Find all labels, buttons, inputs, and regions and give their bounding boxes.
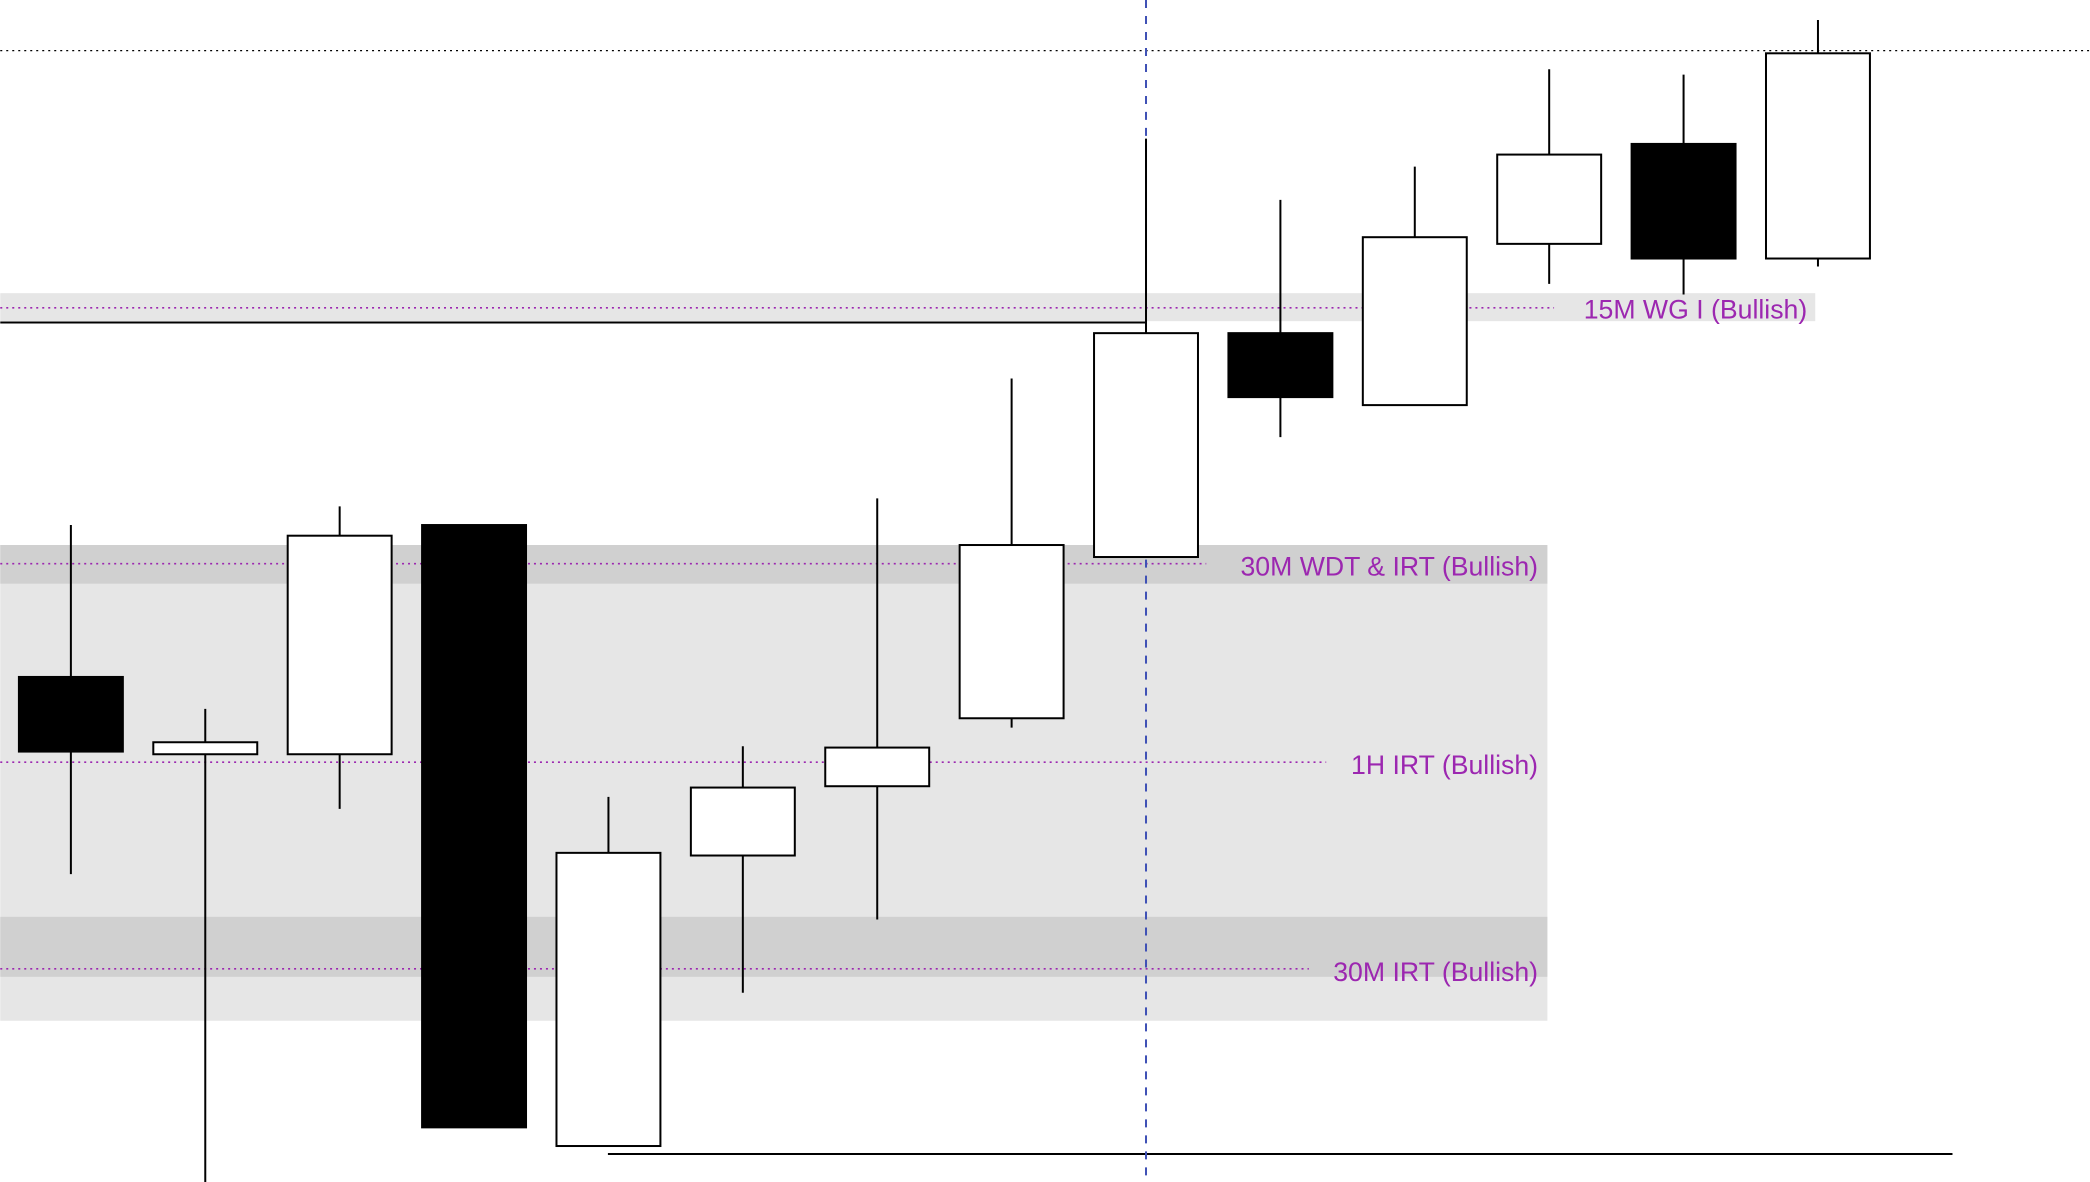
zone-label-1h-irt: 1H IRT (Bullish) (1351, 750, 1538, 780)
candle-body-bullish (1361, 236, 1468, 407)
zone-label-15m-wg: 15M WG I (Bullish) (1584, 294, 1808, 324)
candle-body-bullish (1496, 153, 1603, 245)
candle-body-bullish (286, 534, 393, 756)
candle-body-bullish (689, 786, 796, 857)
candle-body-bullish (555, 851, 662, 1148)
candle-body-bullish (1764, 52, 1871, 260)
candle-body-bearish (1630, 142, 1737, 260)
candle-body-bearish (17, 675, 124, 753)
candle-body-bearish (421, 524, 528, 1129)
zone-band (0, 916, 1548, 977)
zones-layer (0, 293, 1816, 1021)
candle-body-bullish (1093, 332, 1199, 559)
candle-body-bullish (152, 741, 259, 756)
zone-label-30m-wdt-irt: 30M WDT & IRT (Bullish) (1240, 552, 1538, 582)
candle-body-bullish (958, 544, 1065, 720)
candles-layer (17, 19, 1871, 1182)
labels-layer: 15M WG I (Bullish) 30M WDT & IRT (Bullis… (1240, 294, 1807, 986)
zone-label-30m-irt: 30M IRT (Bullish) (1333, 957, 1538, 987)
candle-body-bearish (1227, 332, 1334, 399)
candle-body-bullish (824, 746, 931, 788)
